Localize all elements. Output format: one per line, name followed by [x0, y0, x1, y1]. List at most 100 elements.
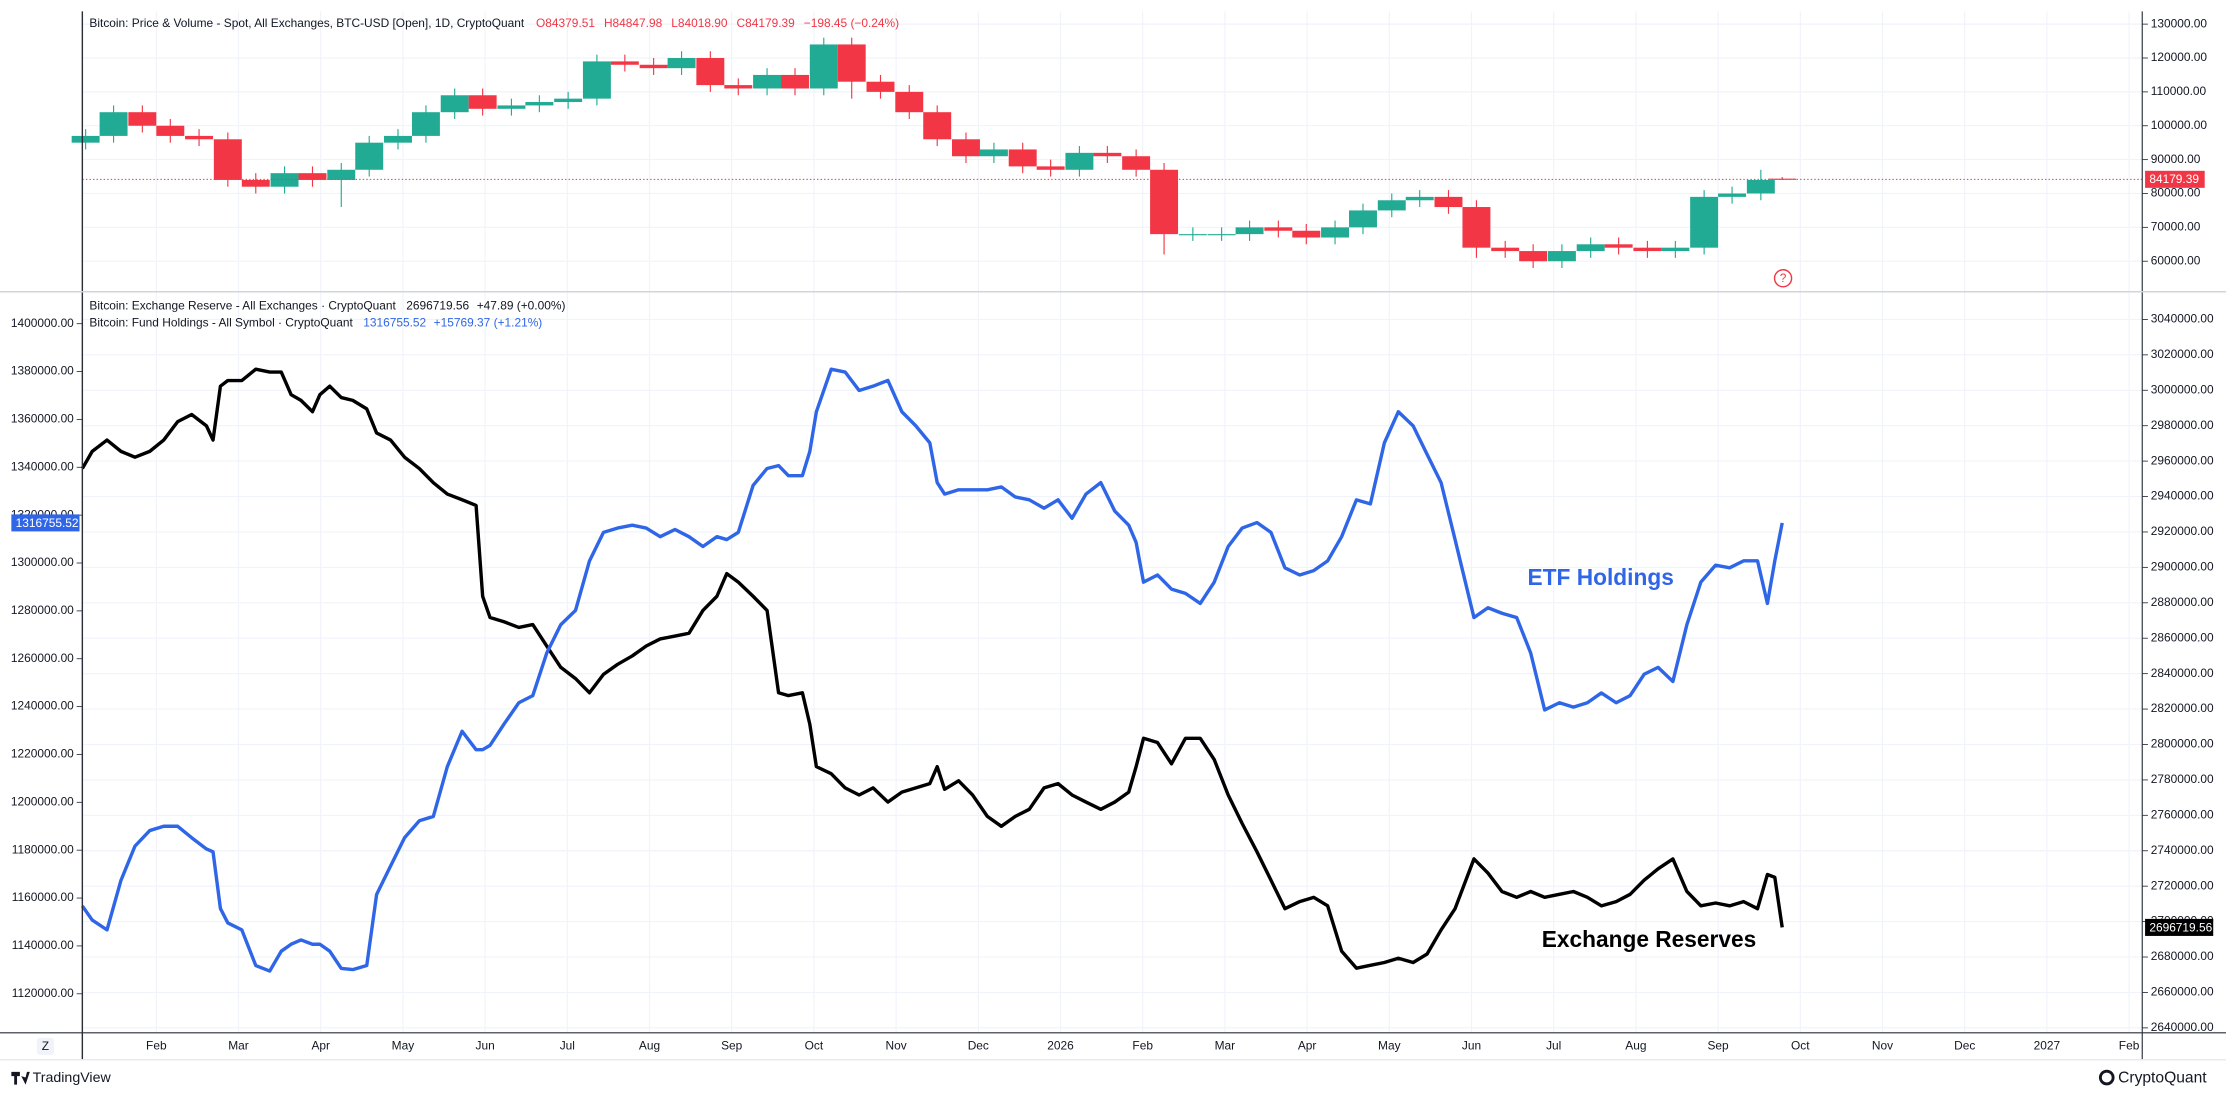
candle-body [1690, 196, 1719, 248]
candle-body [497, 105, 526, 109]
candle-body [468, 95, 497, 109]
candle-body [1349, 210, 1377, 228]
x-tick-label: Dec [968, 1038, 989, 1052]
candle-body [554, 98, 583, 103]
annotation: ETF Holdings [1528, 564, 1674, 590]
candle-body [1768, 178, 1797, 180]
y-tick-label: 1140000.00 [12, 938, 74, 952]
legend-low: 84018.90 [678, 16, 728, 30]
candle-body [1207, 234, 1236, 236]
candle-body [525, 102, 554, 106]
candle-body [610, 61, 639, 65]
scale-button[interactable]: Z [42, 1039, 49, 1053]
event-marker[interactable]: ? [1780, 271, 1787, 285]
candle-body [1491, 247, 1520, 252]
annotation: Exchange Reserves [1542, 926, 1757, 952]
legend-series-change: +15769.37 (+1.21%) [434, 316, 543, 330]
candle-body [809, 44, 838, 89]
x-tick-label: Mar [228, 1038, 249, 1052]
candle-body [1405, 196, 1434, 201]
y2-tick-label: 2920000.00 [2151, 524, 2214, 538]
candle-body [1519, 251, 1548, 262]
y2-tick-label: 2640000.00 [2151, 1020, 2214, 1034]
last-value-box [11, 514, 80, 532]
legend-series-change: +47.89 (+0.00%) [477, 299, 566, 313]
legend-h-label: H [604, 16, 613, 30]
candle-body [1462, 207, 1491, 248]
x-tick-label: Jun [476, 1038, 495, 1052]
last-value-label: 2696719.56 [2149, 920, 2212, 934]
x-tick-label: Jul [1546, 1038, 1561, 1052]
y-tick-label: 1340000.00 [11, 459, 74, 473]
y2-tick-label: 2720000.00 [2151, 878, 2214, 892]
candle-body [128, 112, 157, 126]
candle-body [213, 139, 242, 180]
x-tick-label: May [392, 1038, 415, 1052]
legend-close: 84179.39 [745, 16, 795, 30]
candle-body [1604, 244, 1633, 248]
x-tick-label: Oct [805, 1038, 824, 1052]
candle-body [895, 91, 924, 113]
legend-series-value: 1316755.52 [363, 316, 426, 330]
x-tick-label: Aug [639, 1038, 660, 1052]
last-price-box [2145, 170, 2205, 188]
x-tick-label: Jun [1462, 1038, 1481, 1052]
x-tick-label: 2027 [2034, 1038, 2061, 1052]
candle-body [753, 74, 782, 89]
candle-body [952, 139, 980, 157]
candle-body [440, 95, 469, 113]
y-tick-label: 100000.00 [2151, 118, 2208, 132]
x-tick-label: Feb [1132, 1038, 1153, 1052]
y2-tick-label: 2940000.00 [2151, 489, 2214, 503]
candle-body [1434, 196, 1463, 208]
candle-body [1661, 247, 1690, 252]
x-tick-label: Sep [1708, 1038, 1730, 1052]
y2-tick-label: 2960000.00 [2151, 453, 2214, 467]
y2-tick-label: 2780000.00 [2151, 772, 2214, 786]
y2-tick-label: 2980000.00 [2151, 418, 2214, 432]
legend-change: −198.45 (−0.24%) [804, 16, 899, 30]
x-tick-label: Nov [1872, 1038, 1893, 1052]
candle-body [1036, 166, 1065, 170]
scale-button-bg[interactable] [36, 1037, 54, 1055]
y2-tick-label: 3000000.00 [2151, 382, 2214, 396]
y-tick-label: 1160000.00 [12, 890, 74, 904]
y2-tick-label: 2680000.00 [2151, 949, 2214, 963]
y2-tick-label: 2760000.00 [2151, 807, 2214, 821]
y-tick-label: 70000.00 [2151, 220, 2201, 234]
event-marker-icon[interactable] [1773, 269, 1793, 288]
y-tick-label: 1240000.00 [11, 699, 74, 713]
legend-o-label: O [536, 16, 545, 30]
series-line [80, 367, 1784, 973]
y2-tick-label: 3020000.00 [2151, 347, 2214, 361]
legend-title: Bitcoin: Price & Volume - Spot, All Exch… [89, 16, 524, 30]
x-tick-label: Jul [560, 1038, 575, 1052]
x-tick-label: May [1378, 1038, 1401, 1052]
y2-tick-label: 2900000.00 [2151, 560, 2214, 574]
y-tick-label: 80000.00 [2151, 186, 2201, 200]
candle-body [298, 173, 327, 180]
y-tick-label: 1400000.00 [11, 316, 74, 330]
x-tick-label: Apr [311, 1038, 330, 1052]
y-tick-label: 1300000.00 [11, 555, 74, 569]
candle-body [1093, 152, 1122, 157]
candle-body [156, 125, 185, 136]
y-tick-label: 1360000.00 [11, 412, 74, 426]
x-tick-label: Feb [146, 1038, 167, 1052]
candle-body [667, 57, 696, 69]
y2-tick-label: 2740000.00 [2151, 843, 2214, 857]
x-tick-label: Sep [721, 1038, 743, 1052]
candle-body [355, 142, 384, 170]
x-tick-label: Mar [1215, 1038, 1236, 1052]
candle-body [1292, 230, 1321, 238]
candle-body [724, 85, 753, 89]
candle-body [1377, 200, 1406, 211]
tradingview-icon [11, 1071, 30, 1085]
candle-body [71, 135, 100, 143]
grid [82, 11, 2143, 1033]
candle-body [781, 74, 809, 89]
candle-body [1122, 156, 1151, 170]
candle-body [639, 64, 668, 69]
candle-body [327, 169, 356, 180]
